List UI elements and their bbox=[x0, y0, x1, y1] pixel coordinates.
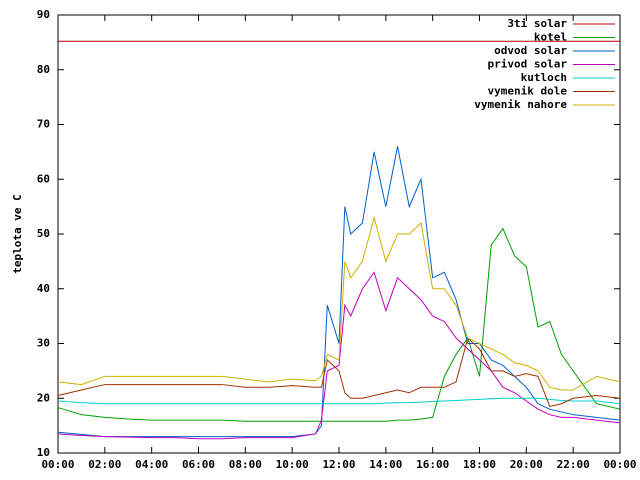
x-tick-label: 00:00 bbox=[41, 458, 74, 471]
y-tick-label: 70 bbox=[37, 118, 50, 131]
x-tick-label: 14:00 bbox=[369, 458, 402, 471]
y-tick-label: 30 bbox=[37, 337, 50, 350]
y-tick-label: 40 bbox=[37, 282, 50, 295]
x-tick-label: 06:00 bbox=[182, 458, 215, 471]
x-tick-label: 12:00 bbox=[322, 458, 355, 471]
legend-label: odvod solar bbox=[494, 44, 567, 57]
series-line bbox=[57, 227, 621, 422]
x-tick-label: 18:00 bbox=[463, 458, 496, 471]
x-tick-label: 04:00 bbox=[135, 458, 168, 471]
x-tick-label: 16:00 bbox=[416, 458, 449, 471]
x-tick-label: 22:00 bbox=[557, 458, 590, 471]
legend-label: 3ti solar bbox=[507, 17, 567, 30]
series-line bbox=[57, 397, 621, 405]
series-line bbox=[57, 146, 621, 438]
legend-label: privod solar bbox=[488, 58, 568, 71]
series-line bbox=[57, 337, 621, 408]
y-axis-label: teplota ve C bbox=[11, 194, 24, 273]
legend-label: vymenik nahore bbox=[474, 98, 567, 111]
x-tick-label: 10:00 bbox=[276, 458, 309, 471]
x-tick-label: 20:00 bbox=[510, 458, 543, 471]
legend-label: vymenik dole bbox=[488, 85, 568, 98]
series-line bbox=[57, 215, 621, 391]
y-tick-label: 20 bbox=[37, 391, 50, 404]
x-tick-label: 02:00 bbox=[88, 458, 121, 471]
y-tick-label: 10 bbox=[37, 446, 50, 459]
y-tick-label: 90 bbox=[37, 8, 50, 21]
y-tick-label: 50 bbox=[37, 227, 50, 240]
y-tick-label: 80 bbox=[37, 63, 50, 76]
legend-label: kotel bbox=[534, 31, 567, 44]
series-line bbox=[57, 271, 621, 440]
x-tick-label: 08:00 bbox=[229, 458, 262, 471]
legend-label: kutloch bbox=[521, 71, 567, 84]
x-tick-label: 00:00 bbox=[603, 458, 636, 471]
y-tick-label: 60 bbox=[37, 172, 50, 185]
